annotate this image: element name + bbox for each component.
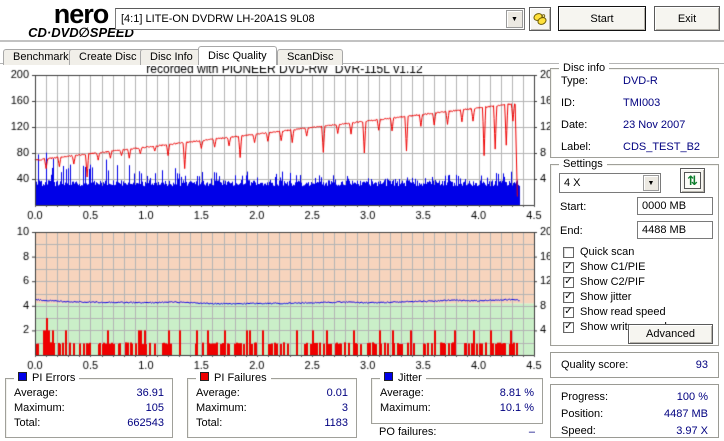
pie-write-speed-chart <box>0 66 556 224</box>
jitter-maximum-value: 10.1 % <box>499 401 534 414</box>
jitter-stats-box: Jitter Average: 8.81 % Maximum: 10.1 % <box>371 372 543 424</box>
tab-benchmark[interactable]: Benchmark <box>3 49 79 65</box>
checkbox-quick-scan[interactable]: Quick scan <box>563 245 634 259</box>
checkbox-icon[interactable] <box>563 246 574 258</box>
checkbox-icon[interactable] <box>563 291 574 303</box>
refresh-speeds-button[interactable]: ⇅ <box>680 168 705 193</box>
disc-info-group: Disc info Type: DVD-R ID: TMI003 Date: 23 N… <box>550 62 719 158</box>
settings-group: Settings 4 X ▼ Start: 0000 MB End: 4488 … <box>550 158 719 346</box>
pif-maximum-value: 3 <box>341 401 348 414</box>
refresh-icon: ⇅ <box>684 172 701 189</box>
toolbar-separator <box>0 40 724 42</box>
chevron-down-icon[interactable]: ▼ <box>643 175 659 191</box>
po-failures-row: PO failures: – <box>371 424 543 440</box>
pie-average-value: 36.91 <box>136 386 164 399</box>
disc-info-title: Disc info <box>559 62 610 75</box>
pie-maximum-value: 105 <box>145 401 164 414</box>
start-button[interactable]: Start <box>558 6 646 31</box>
position-value: 4487 MB <box>663 408 708 420</box>
jitter-legend: Jitter <box>380 372 426 385</box>
speed-label: Speed: <box>561 425 596 437</box>
scan-start-input[interactable]: 0000 MB <box>637 197 713 215</box>
progress-label: Progress: <box>561 391 609 403</box>
checkbox-show-jitter[interactable]: Show jitter <box>563 290 631 304</box>
tab-scandisc[interactable]: ScanDisc <box>277 49 344 65</box>
tab-disc-info[interactable]: Disc Info <box>140 49 203 65</box>
advanced-button[interactable]: Advanced <box>628 324 713 344</box>
disc-id-value: TMI003 <box>623 97 661 109</box>
scan-end-label: End: <box>560 225 583 237</box>
pif-total-value: 1183 <box>324 416 348 429</box>
pi-failures-color-swatch <box>200 372 209 381</box>
drive-selector-value: [4:1] LITE-ON DVDRW LH-20A1S 9L08 <box>121 13 315 25</box>
disc-date-label: Date: <box>561 119 588 131</box>
pi-failures-legend: PI Failures <box>196 372 271 385</box>
quality-score-box: Quality score: 93 <box>550 352 719 378</box>
jitter-color-swatch <box>384 372 393 381</box>
checkbox-icon[interactable] <box>563 321 574 333</box>
drive-selector-dropdown[interactable]: [4:1] LITE-ON DVDRW LH-20A1S 9L08 ▼ <box>115 8 525 30</box>
disc-label-label: Label: <box>561 141 591 153</box>
nero-logo: nero CD·DVD∅SPEED <box>6 0 156 40</box>
checkbox-icon[interactable] <box>563 261 574 273</box>
disc-id-label: ID: <box>561 97 576 109</box>
pif-average-value: 0.01 <box>326 386 348 399</box>
chevron-down-icon[interactable]: ▼ <box>506 10 523 28</box>
disc-type-value: DVD-R <box>623 75 658 87</box>
pi-failures-stats-box: PI Failures Average: 0.01 Maximum: 3 Total… <box>187 372 357 438</box>
progress-box: Progress: 100 % Position: 4487 MB Speed: 3.… <box>550 384 719 438</box>
checkbox-icon[interactable] <box>563 306 574 318</box>
position-label: Position: <box>561 408 604 420</box>
tab-baseline <box>0 63 724 64</box>
pie-total-value: 662543 <box>127 416 164 429</box>
scan-speed-dropdown[interactable]: 4 X ▼ <box>559 173 661 193</box>
scan-speed-value: 4 X <box>564 177 581 189</box>
tab-disc-quality[interactable]: Disc Quality <box>198 46 277 65</box>
pi-errors-legend: PI Errors <box>14 372 80 385</box>
disc-type-label: Type: <box>561 75 588 87</box>
quality-score-label: Quality score: <box>561 359 629 371</box>
settings-title: Settings <box>559 158 607 171</box>
advanced-button-label: Advanced <box>646 328 695 340</box>
checkbox-show-c1-pie[interactable]: Show C1/PIE <box>563 260 645 274</box>
disc-date-value: 23 Nov 2007 <box>623 119 686 131</box>
exit-button[interactable]: Exit <box>654 6 720 31</box>
tab-strip: Benchmark Create Disc Disc Info Disc Qua… <box>0 46 724 65</box>
scan-start-label: Start: <box>560 201 587 213</box>
checkbox-show-c2-pif[interactable]: Show C2/PIF <box>563 275 645 289</box>
progress-value: 100 % <box>676 391 708 403</box>
exit-button-label: Exit <box>677 12 697 25</box>
tab-create-disc[interactable]: Create Disc <box>69 49 147 65</box>
jitter-average-value: 8.81 % <box>499 386 534 399</box>
hand-tool-button[interactable] <box>529 7 551 31</box>
disc-label-value: CDS_TEST_B2 <box>623 141 701 153</box>
quality-score-value: 93 <box>695 359 708 371</box>
po-failures-label: PO failures: <box>379 426 437 438</box>
pi-errors-stats-box: PI Errors Average: 36.91 Maximum: 105 Tota… <box>5 372 173 438</box>
pif-jitter-chart <box>0 225 556 372</box>
start-button-label: Start <box>590 12 614 25</box>
po-failures-value: – <box>528 426 535 438</box>
speed-value: 3.97 X <box>676 425 708 437</box>
checkbox-show-read-speed[interactable]: Show read speed <box>563 305 666 319</box>
pi-errors-color-swatch <box>18 372 27 381</box>
logo-cdd-speed-text: CD·DVD∅SPEED <box>28 25 134 40</box>
scan-end-input[interactable]: 4488 MB <box>637 221 713 239</box>
checkbox-icon[interactable] <box>563 276 574 288</box>
logo-nero-text: nero <box>53 0 110 29</box>
hand-icon <box>533 13 547 25</box>
